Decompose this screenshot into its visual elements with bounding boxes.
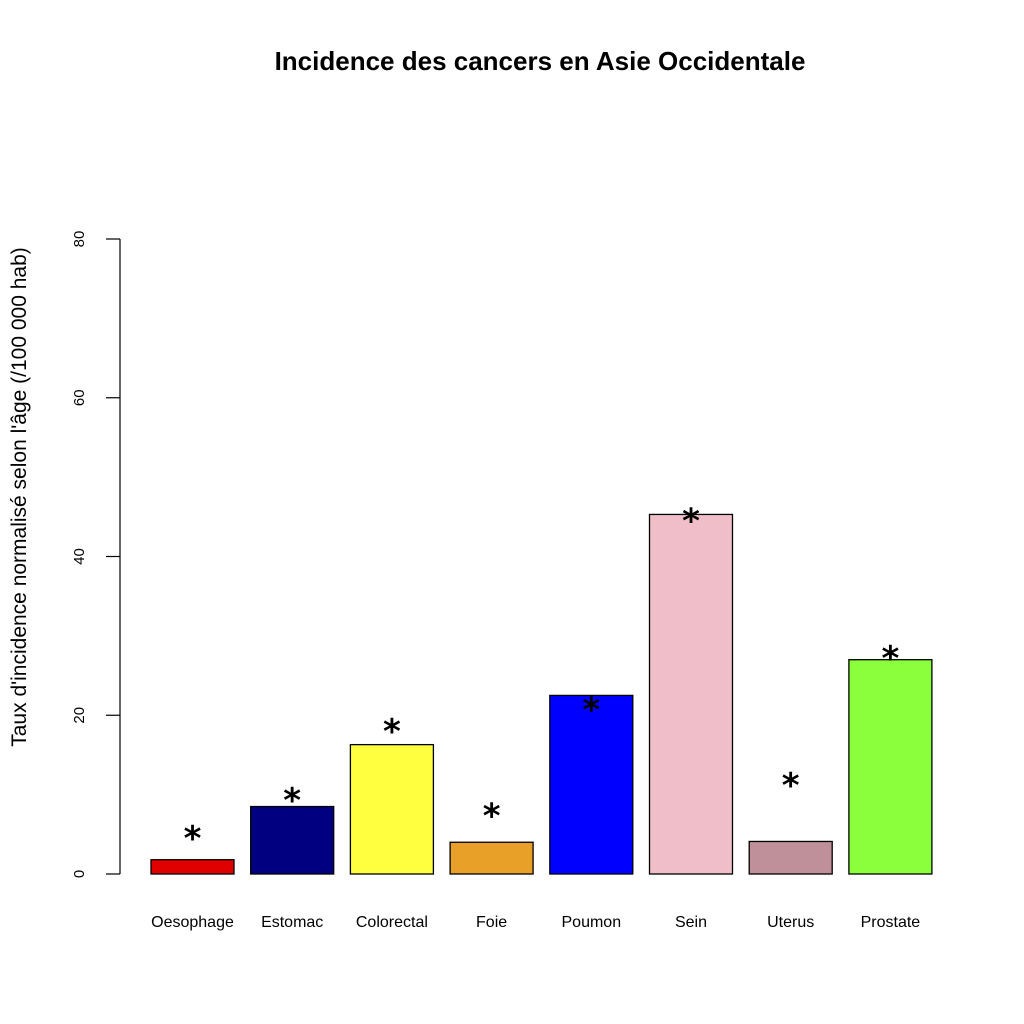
chart-title: Incidence des cancers en Asie Occidental… — [275, 46, 806, 76]
category-labels: Oesophage Estomac Colorectal Foie Poumon Sein… — [151, 914, 920, 931]
y-tick-label: 60 — [71, 389, 88, 406]
y-tick-label: 80 — [71, 231, 88, 248]
significance-marker: * — [283, 781, 301, 821]
y-tick-label: 40 — [71, 548, 88, 565]
bar — [648, 513, 734, 875]
bar — [150, 859, 235, 875]
bar — [748, 840, 833, 875]
x-tick-label: Oesophage — [151, 914, 234, 931]
x-tick-label: Uterus — [767, 914, 814, 931]
x-tick-label: Prostate — [861, 914, 921, 931]
significance-marker: * — [582, 690, 600, 730]
x-tick-label: Foie — [476, 914, 507, 931]
bars — [150, 513, 933, 875]
bar — [549, 694, 634, 875]
bar — [349, 743, 435, 875]
bar — [449, 841, 534, 875]
x-tick-label: Estomac — [261, 914, 323, 931]
y-axis: 0 20 40 60 80 — [71, 231, 121, 878]
x-tick-label: Colorectal — [356, 914, 428, 931]
bar — [250, 805, 335, 875]
significance-marker: * — [882, 639, 900, 679]
significance-marker: * — [184, 819, 202, 859]
x-tick-label: Poumon — [562, 914, 622, 931]
x-tick-label: Sein — [675, 914, 707, 931]
y-tick-label: 0 — [71, 870, 88, 878]
significance-marker: * — [682, 501, 700, 541]
y-axis-label: Taux d'incidence normalisé selon l'âge (… — [8, 247, 31, 747]
significance-marker: * — [782, 766, 800, 806]
significance-marker: * — [483, 797, 501, 837]
significance-marker: * — [383, 712, 401, 752]
bar — [848, 659, 933, 875]
y-tick-label: 20 — [71, 707, 88, 724]
significance-markers: * * * * * * * * — [184, 501, 900, 859]
